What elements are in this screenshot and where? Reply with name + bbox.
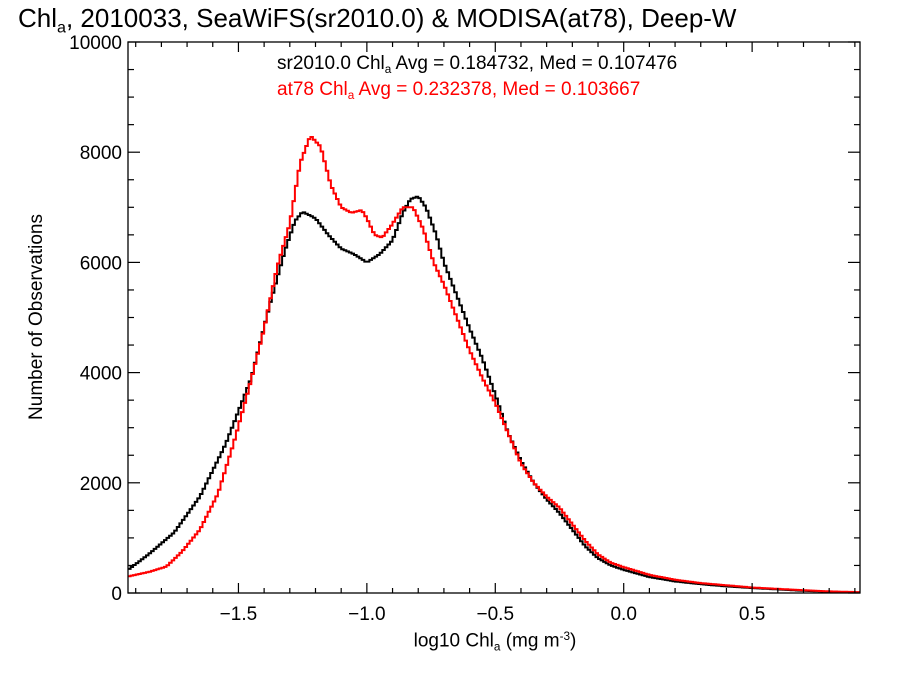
legend-sr2010-prefix: sr2010.0 Chl: [277, 53, 385, 74]
y-tick-label: 6000: [80, 253, 122, 274]
x-label-prefix: log10 Chl: [413, 630, 494, 652]
legend-sr2010-sub: a: [384, 63, 392, 77]
plot-frame: [127, 41, 861, 594]
x-label-sub: a: [493, 640, 501, 654]
x-tick-label: −0.5: [477, 604, 515, 625]
y-tick-label: 8000: [80, 143, 122, 164]
y-axis-label: Number of Observations: [26, 214, 47, 420]
x-tick-label: 0.5: [739, 604, 765, 625]
legend-entry-at78: at78 Chla Avg = 0.232378, Med = 0.103667: [277, 79, 640, 107]
series-line-at78: [128, 136, 860, 594]
x-label-end: ): [570, 630, 577, 652]
y-tick-label: 2000: [80, 474, 122, 495]
x-tick-label: −1.0: [348, 604, 386, 625]
legend-entry-sr2010: sr2010.0 Chla Avg = 0.184732, Med = 0.10…: [277, 53, 677, 81]
title-part1: Chl: [18, 3, 58, 33]
title-part2: , 2010033, SeaWiFS(sr2010.0) & MODISA(at…: [65, 3, 737, 33]
legend-at78-suffix: Avg = 0.232378, Med = 0.103667: [354, 79, 641, 100]
chart-title: Chla, 2010033, SeaWiFS(sr2010.0) & MODIS…: [18, 3, 736, 43]
title-sub: a: [57, 18, 66, 37]
ticks-layer: −1.5 −1.0 −0.5 0.0 0.5 0 2000 4000 6000 8000 10000: [69, 33, 860, 625]
legend-sr2010-suffix: Avg = 0.184732, Med = 0.107476: [391, 53, 678, 74]
x-tick-label: −1.5: [220, 604, 258, 625]
x-axis-label: log10 Chla (mg m-3): [0, 630, 900, 654]
y-tick-label: 10000: [69, 33, 122, 54]
x-tick-label: 0.0: [610, 604, 636, 625]
legend-at78-prefix: at78 Chl: [277, 79, 348, 100]
x-label-mid: (mg m: [500, 630, 560, 652]
y-tick-label: 0: [111, 584, 122, 605]
y-tick-label: 4000: [80, 364, 122, 385]
legend-at78-sub: a: [347, 89, 355, 103]
series-layer: [128, 136, 860, 594]
x-label-sup: -3: [559, 630, 571, 643]
series-line-sr2010-0: [128, 195, 860, 594]
